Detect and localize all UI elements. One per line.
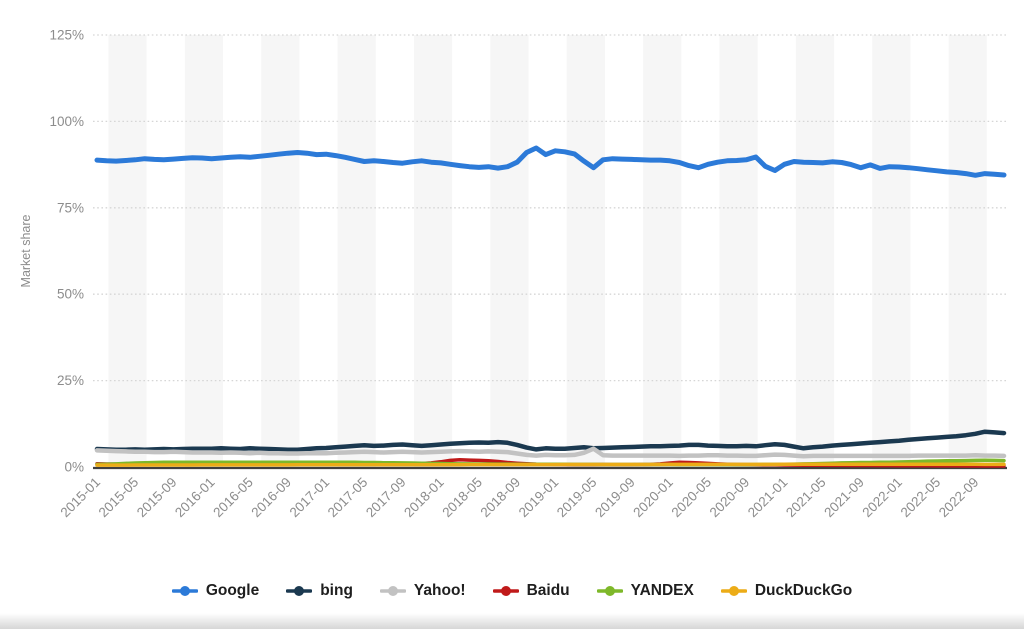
- plot-stripe: [490, 35, 529, 467]
- legend-item-bing[interactable]: bing: [286, 582, 353, 600]
- plot-stripe: [643, 35, 682, 467]
- legend-line-marker-icon: [596, 586, 623, 596]
- series-line-yahoo-[interactable]: [94, 446, 1007, 459]
- x-tick-label: 2021-01: [745, 475, 791, 521]
- y-tick-label: 0%: [64, 460, 84, 475]
- plot-stripe: [261, 35, 300, 467]
- plot-stripe: [184, 35, 224, 467]
- plot-stripe: [566, 35, 605, 467]
- legend-label: YANDEX: [630, 582, 694, 599]
- series-lines: [94, 145, 1007, 468]
- x-tick-label: 2021-09: [821, 475, 867, 521]
- x-tick-label: 2016-01: [172, 475, 218, 521]
- legend-item-baidu[interactable]: Baidu: [492, 582, 570, 600]
- x-tick-label: 2018-01: [401, 475, 447, 521]
- y-tick-label: 100%: [49, 114, 84, 129]
- legend-label: Yahoo!: [413, 582, 466, 599]
- chart-legend: Google bing Yahoo! Baidu YANDEX DuckDuckGo: [0, 582, 1024, 600]
- y-tick-label: 25%: [57, 373, 84, 388]
- series-line-bing[interactable]: [94, 429, 1007, 452]
- x-tick-label: 2015-05: [96, 475, 142, 521]
- market-share-line-chart: 0% 25% 50% 75% 100% 125% 2015-012015-052015-0…: [19, 28, 1007, 521]
- legend-line-marker-icon: [720, 586, 747, 596]
- series-line-duckduckgo[interactable]: [95, 462, 1006, 467]
- bottom-fade-strip: [0, 613, 1024, 629]
- plot-stripe: [108, 35, 147, 467]
- legend-item-duckduckgo[interactable]: DuckDuckGo: [720, 582, 853, 600]
- x-tick-label: 2021-05: [783, 475, 829, 521]
- x-tick-label: 2022-09: [936, 475, 982, 521]
- legend-item-google[interactable]: Google: [171, 582, 260, 600]
- x-tick-label: 2016-05: [210, 475, 256, 521]
- x-tick-label: 2019-01: [516, 475, 562, 521]
- y-axis-title: Market share: [19, 214, 33, 287]
- legend-label: DuckDuckGo: [754, 582, 853, 599]
- plot-stripe: [719, 35, 758, 467]
- x-tick-label: 2018-05: [439, 475, 485, 521]
- x-axis-tick-labels: 2015-012015-052015-092016-012016-052016-…: [57, 475, 981, 521]
- plot-background-stripes: [108, 35, 987, 467]
- plot-stripe: [948, 35, 987, 467]
- x-tick-label: 2019-09: [592, 475, 638, 521]
- legend-item-yahoo-[interactable]: Yahoo!: [379, 582, 466, 600]
- legend-label: bing: [320, 582, 353, 599]
- x-tick-label: 2020-05: [669, 475, 715, 521]
- legend-label: Google: [205, 582, 260, 599]
- x-tick-label: 2022-01: [859, 475, 905, 521]
- horizontal-gridlines: [93, 34, 1007, 382]
- x-tick-label: 2017-05: [325, 475, 371, 521]
- legend-line-marker-icon: [379, 586, 406, 596]
- series-line-google[interactable]: [94, 145, 1007, 178]
- legend-line-marker-icon: [171, 586, 198, 596]
- legend-item-yandex[interactable]: YANDEX: [596, 582, 694, 600]
- plot-stripe: [337, 35, 376, 467]
- x-tick-label: 2019-05: [554, 475, 600, 521]
- x-tick-label: 2015-01: [57, 475, 103, 521]
- x-tick-label: 2015-09: [134, 475, 180, 521]
- x-tick-label: 2017-09: [363, 475, 409, 521]
- x-tick-label: 2022-05: [898, 475, 944, 521]
- legend-line-marker-icon: [492, 586, 519, 596]
- plot-stripe: [872, 35, 911, 467]
- y-tick-label: 125%: [49, 28, 84, 43]
- y-tick-label: 50%: [57, 287, 84, 302]
- x-tick-label: 2018-09: [478, 475, 524, 521]
- plot-stripe: [795, 35, 835, 467]
- y-axis-tick-labels: 0% 25% 50% 75% 100% 125%: [49, 28, 84, 475]
- plot-stripe: [413, 35, 453, 467]
- x-tick-label: 2020-01: [630, 475, 676, 521]
- x-tick-label: 2016-09: [248, 475, 294, 521]
- x-tick-label: 2020-09: [707, 475, 753, 521]
- legend-line-marker-icon: [286, 586, 313, 596]
- legend-label: Baidu: [526, 582, 570, 599]
- y-tick-label: 75%: [57, 200, 84, 215]
- x-tick-label: 2017-01: [287, 475, 333, 521]
